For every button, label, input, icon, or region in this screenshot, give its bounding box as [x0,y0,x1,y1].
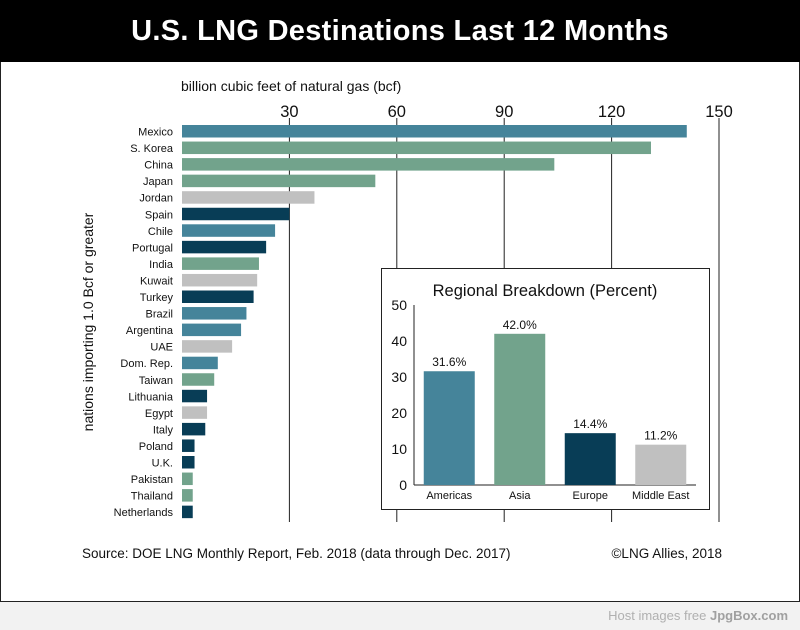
bar-portugal [182,240,267,254]
inset-value-label: 42.0% [503,318,537,332]
inset-y-tick-label: 40 [391,333,407,349]
x-axis-label: billion cubic feet of natural gas (bcf) [181,78,401,94]
inset-category-label: Asia [509,490,531,502]
inset-y-tick-label: 0 [399,477,407,493]
category-label: Egypt [145,408,173,420]
category-label: Lithuania [128,391,174,403]
category-label: Portugal [132,242,173,254]
bar-mexico [182,125,687,138]
category-label: India [149,259,174,271]
category-label: Mexico [138,127,173,139]
host-link[interactable]: Host images free JpgBox.com [608,608,788,623]
inset-bar-asia [494,333,546,485]
inset-value-label: 11.2% [644,429,677,443]
category-label: Spain [145,209,173,221]
x-tick-label: 90 [495,103,513,121]
x-tick-label: 120 [598,103,626,121]
bar-argentina [182,323,242,337]
category-label: Turkey [140,292,174,304]
category-label: Poland [139,441,173,453]
inset-category-label: Middle East [632,490,689,502]
category-label: Pakistan [131,474,173,486]
bar-taiwan [182,373,215,386]
category-label: Chile [148,226,173,238]
bar-egypt [182,406,208,419]
copyright-note: ©LNG Allies, 2018 [611,546,722,561]
category-label: Brazil [145,309,173,321]
bar-thailand [182,489,193,502]
category-label: Italy [153,424,174,436]
inset-y-tick-label: 20 [391,405,407,421]
bar-india [182,257,259,270]
bar-u-k- [182,456,195,469]
host-brand: JpgBox.com [709,608,788,623]
bar-china [182,158,555,171]
chart-title-bar: U.S. LNG Destinations Last 12 Months [0,0,800,62]
bar-japan [182,174,376,188]
inset-category-label: Europe [573,490,608,502]
bar-spain [182,207,290,221]
inset-bar-europe [564,433,616,485]
bar-turkey [182,290,254,303]
category-label: Jordan [139,193,173,205]
inset-y-tick-label: 30 [391,369,407,385]
category-label: Kuwait [140,275,173,287]
inset-value-label: 31.6% [432,355,466,369]
category-label: Argentina [126,325,174,337]
regional-breakdown-chart: Regional Breakdown (Percent) 0 10 20 30 40 50 3… [391,282,696,502]
category-label: U.K. [152,458,173,470]
category-label: S. Korea [130,143,174,155]
source-note: Source: DOE LNG Monthly Report, Feb. 201… [82,546,511,561]
bar-jordan [182,191,315,204]
inset-y-tick-label: 50 [391,297,407,313]
category-label: Netherlands [114,507,174,519]
bar-dom-rep- [182,356,218,370]
bar-s-korea [182,141,651,155]
category-label: Thailand [131,491,173,503]
inset-bar-middle-east [635,444,687,485]
inset-bar-americas [423,371,475,485]
y-axis-label: nations importing 1.0 Bcf or greater [80,212,96,431]
bar-chile [182,224,276,237]
inset-y-tick-label: 10 [391,441,407,457]
regional-breakdown-panel: Regional Breakdown (Percent) 0 10 20 30 40 50 3… [381,268,710,510]
category-label: China [144,160,174,172]
x-tick-label: 60 [388,103,406,121]
inset-value-label: 14.4% [573,417,607,431]
bar-poland [182,439,195,452]
category-label: Dom. Rep. [120,358,173,370]
inset-title: Regional Breakdown (Percent) [433,282,658,300]
bar-uae [182,340,233,353]
category-label: UAE [150,342,173,354]
host-footer: Host images free JpgBox.com [0,602,800,630]
host-prefix: Host images free [608,608,710,623]
category-label: Taiwan [139,375,173,387]
bar-brazil [182,307,247,320]
inset-category-label: Americas [426,490,472,502]
bar-netherlands [182,505,193,519]
bar-italy [182,422,206,436]
chart-title: U.S. LNG Destinations Last 12 Months [131,14,669,47]
bar-kuwait [182,273,258,287]
x-tick-label: 30 [280,103,298,121]
category-label: Japan [143,176,173,188]
x-tick-label: 150 [705,103,733,121]
bar-lithuania [182,389,208,403]
bar-pakistan [182,472,193,486]
